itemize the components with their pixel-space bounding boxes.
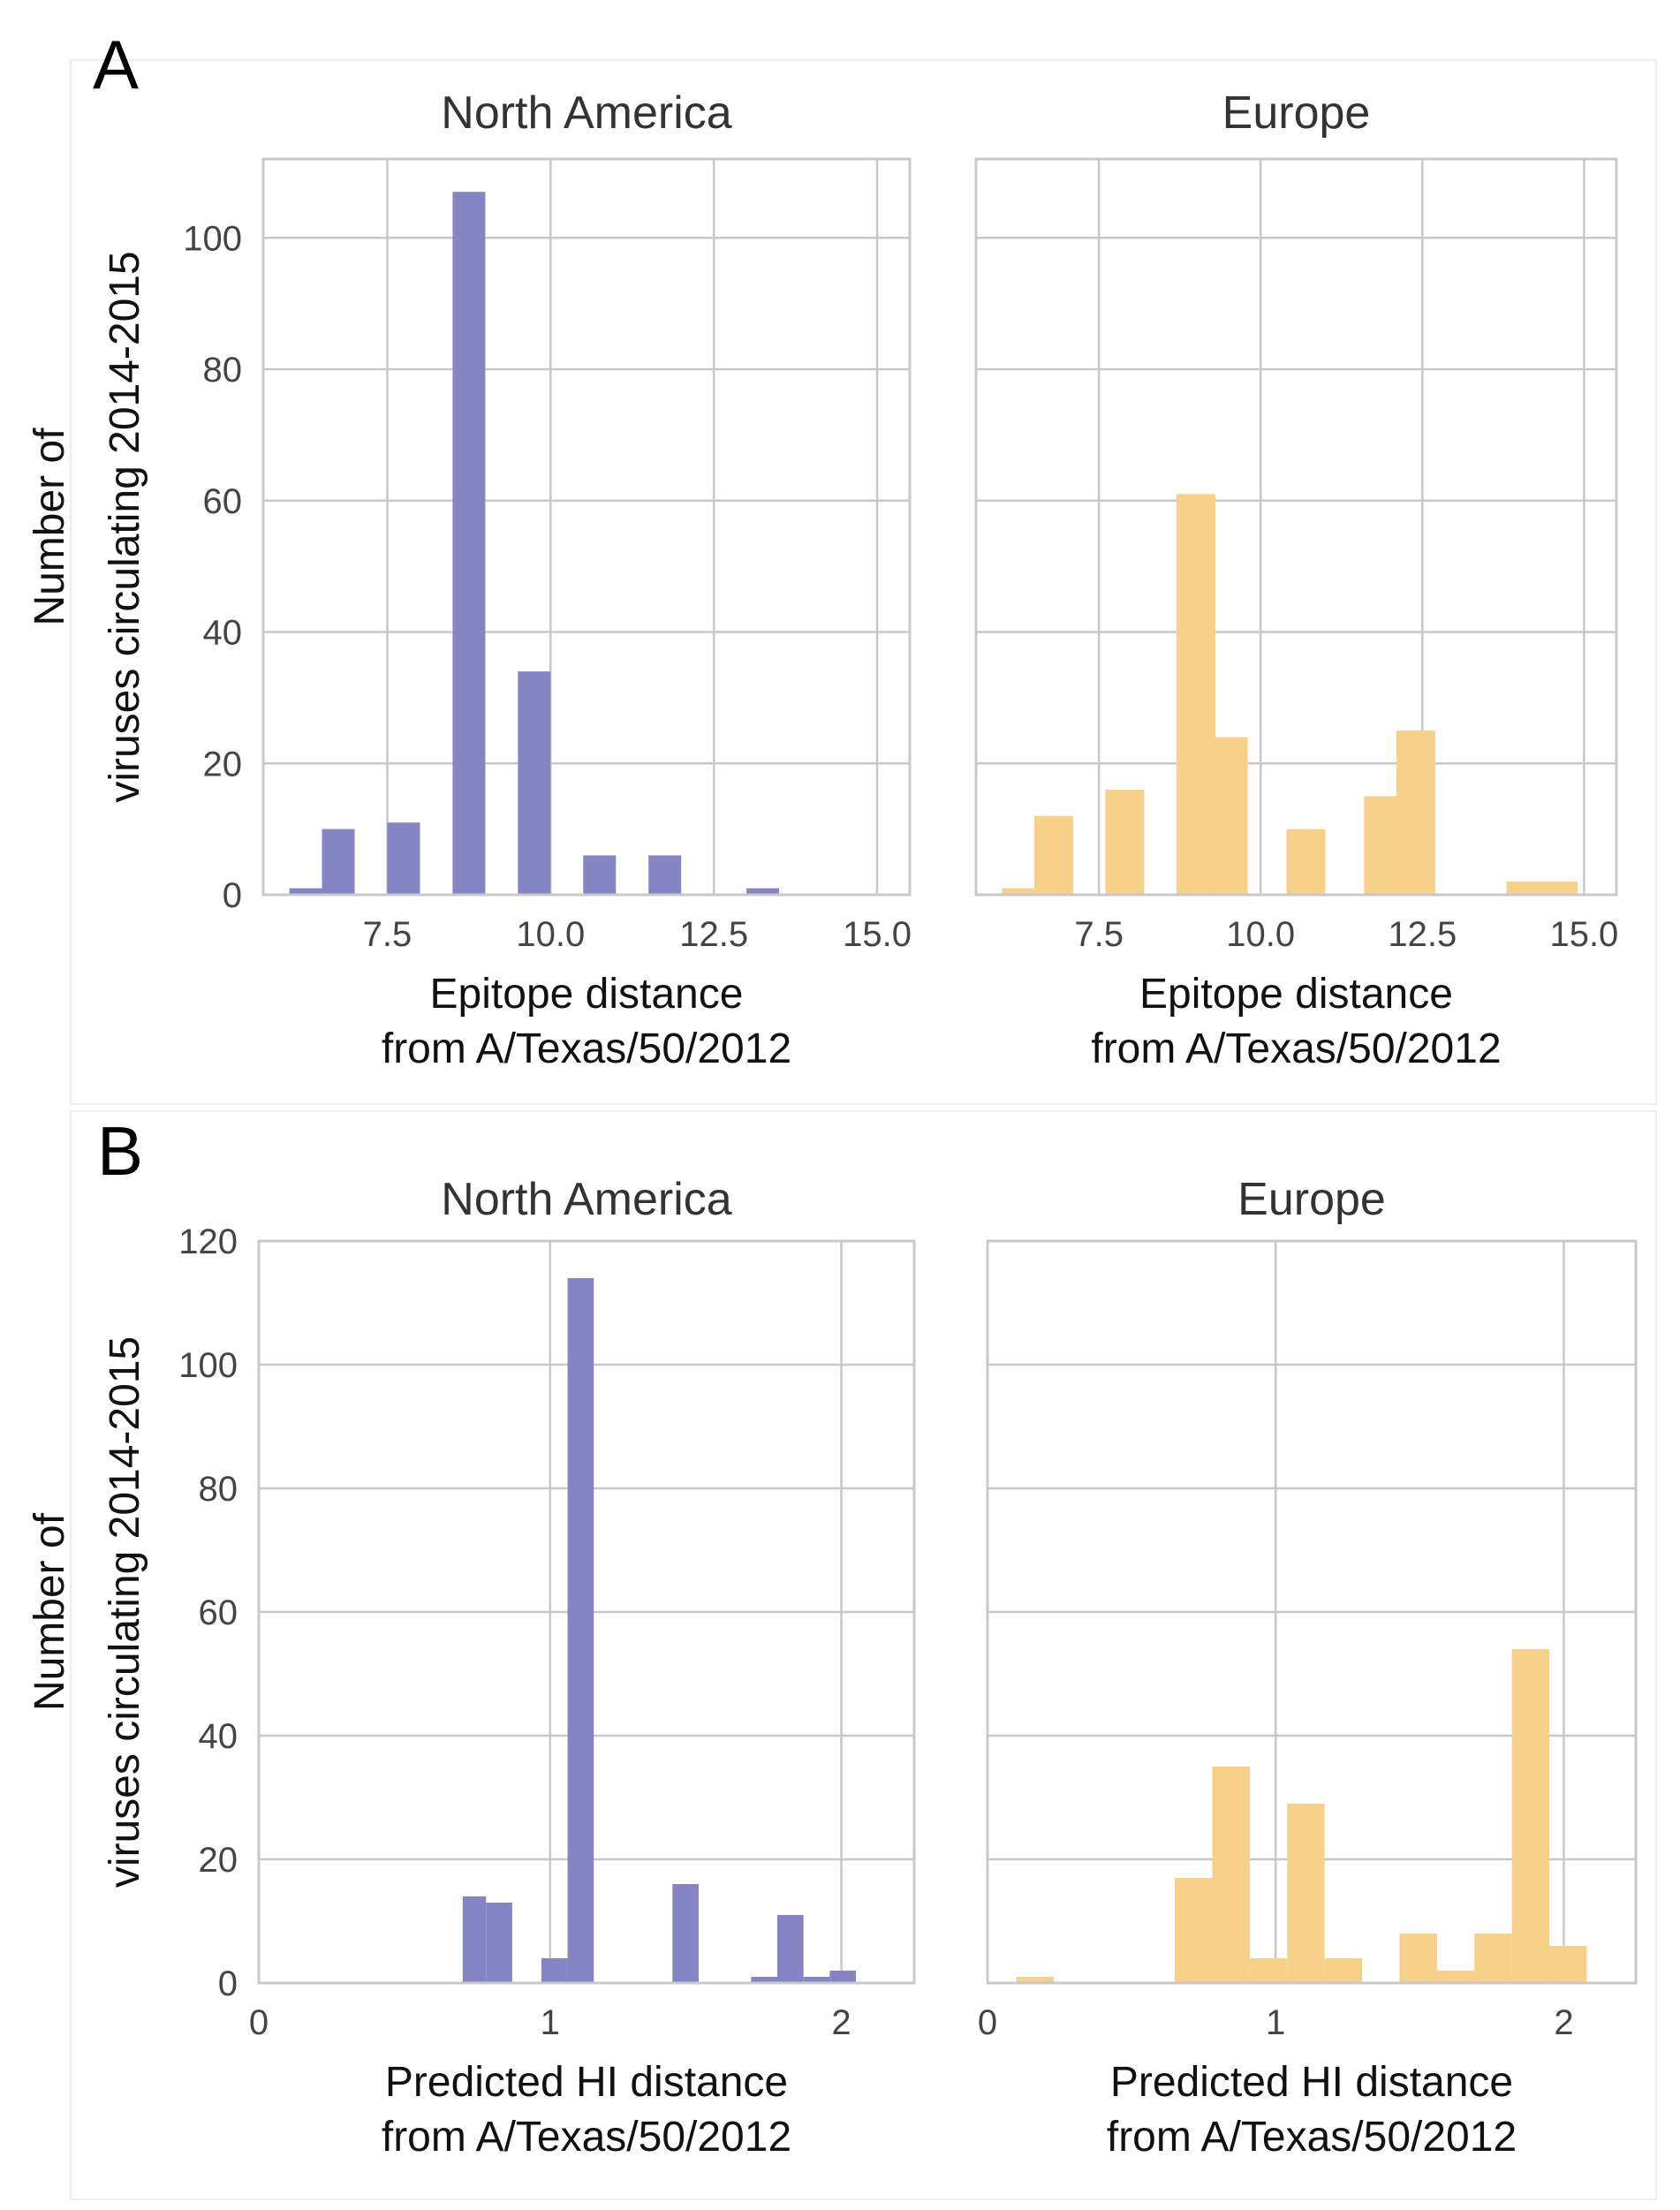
histogram-bar <box>1324 1958 1363 1983</box>
panel-label: B <box>97 1112 143 1190</box>
chart-B-na: 0 20 40 60 80 100 120 0 1 2 North America Predicted… <box>26 1112 916 2161</box>
histogram-bar <box>486 1903 512 1983</box>
x-axis-label: from A/Texas/50/2012 <box>382 1026 791 1072</box>
x-tick-label: 1 <box>1266 2003 1285 2042</box>
histogram-bar <box>322 829 355 895</box>
x-tick-label: 0 <box>978 2003 997 2042</box>
x-axis-label: Predicted HI distance <box>1110 2059 1513 2106</box>
chart-title: Europe <box>1222 87 1371 139</box>
histogram-bar <box>452 192 486 895</box>
histogram-bar <box>777 1915 804 1983</box>
histogram-bar <box>289 888 322 895</box>
x-tick-label: 0 <box>249 2003 269 2042</box>
x-axis-label: Epitope distance <box>430 971 744 1018</box>
y-tick-label: 60 <box>203 482 243 521</box>
x-tick-label: 10.0 <box>1226 915 1295 954</box>
histogram-bar <box>518 671 551 895</box>
histogram-bar <box>1249 1958 1288 1983</box>
y-tick-label: 0 <box>223 876 242 915</box>
x-tick-label: 1 <box>541 2003 560 2042</box>
histogram-bar <box>1002 888 1034 895</box>
histogram-bar <box>1105 790 1145 895</box>
y-tick-label: 40 <box>203 614 243 653</box>
histogram-bar <box>648 855 682 895</box>
chart-title: North America <box>441 1174 732 1225</box>
y-tick-label: 120 <box>178 1222 238 1261</box>
histogram-bar <box>1286 829 1326 895</box>
chart-B-eu: 0 1 2 Europe Predicted HI distance from A/Tex… <box>978 1174 1638 2161</box>
plot-frame <box>986 1239 1638 1985</box>
panel-B-border <box>70 1110 1657 2200</box>
y-axis-label: Number of <box>26 1512 73 1711</box>
chart-A-na: 0 20 40 60 80 100 7.5 10.0 12.5 15.0 North America… <box>26 26 912 1072</box>
x-tick-label: 2 <box>831 2003 851 2042</box>
chart-title: North America <box>441 87 732 139</box>
histogram-bar <box>462 1896 487 1983</box>
plot-frame <box>261 157 912 897</box>
x-axis-label: from A/Texas/50/2012 <box>1107 2114 1517 2161</box>
x-axis-label: Predicted HI distance <box>385 2059 788 2106</box>
histogram-bar <box>1474 1934 1512 1983</box>
histogram-bar <box>1364 796 1397 895</box>
histogram-bar <box>803 1977 830 1983</box>
y-tick-label: 40 <box>199 1717 238 1756</box>
plot-frame <box>974 157 1618 897</box>
y-axis-label: Number of <box>26 428 73 626</box>
histogram-bar <box>1212 1767 1250 1983</box>
histogram-bar <box>1396 730 1435 895</box>
plot-frame <box>257 1239 916 1985</box>
y-tick-label: 80 <box>199 1470 238 1509</box>
histogram-bar <box>1399 1934 1437 1983</box>
histogram-bar <box>1175 1878 1213 1983</box>
y-tick-label: 100 <box>178 1346 238 1385</box>
histogram-bar <box>1215 737 1248 895</box>
x-axis-label: Epitope distance <box>1139 971 1453 1018</box>
x-tick-label: 10.0 <box>516 915 585 954</box>
y-tick-label: 20 <box>199 1841 238 1880</box>
histogram-bar <box>583 855 617 895</box>
x-tick-label: 12.5 <box>1388 915 1457 954</box>
y-axis-label: viruses circulating 2014-2015 <box>102 251 148 802</box>
chart-title: Europe <box>1237 1174 1386 1225</box>
panel-label: A <box>93 26 139 103</box>
histogram-bar <box>541 1958 568 1983</box>
x-tick-label: 2 <box>1554 2003 1573 2042</box>
histogram-bar <box>672 1884 699 1983</box>
x-tick-label: 7.5 <box>363 915 412 954</box>
x-axis-label: from A/Texas/50/2012 <box>382 2114 791 2161</box>
y-tick-label: 100 <box>183 219 242 258</box>
histogram-bar <box>1549 1946 1587 1983</box>
y-tick-label: 20 <box>203 745 243 783</box>
histogram-bar <box>567 1278 594 1983</box>
histogram-bar <box>1033 815 1073 895</box>
x-axis-label: from A/Texas/50/2012 <box>1091 1026 1501 1072</box>
x-tick-label: 15.0 <box>843 915 912 954</box>
histogram-bar <box>387 822 420 895</box>
chart-A-eu: 7.5 10.0 12.5 15.0 Europe Epitope distance fro… <box>974 87 1618 1072</box>
x-tick-label: 7.5 <box>1074 915 1124 954</box>
histogram-bar <box>1016 1977 1055 1983</box>
histogram-bar <box>746 888 780 895</box>
histogram-bar <box>829 1971 857 1983</box>
y-tick-label: 0 <box>218 1964 238 2003</box>
histogram-bar <box>1287 1804 1325 1983</box>
panel-A-border <box>70 59 1657 1105</box>
y-tick-label: 80 <box>203 351 243 390</box>
x-tick-label: 15.0 <box>1549 915 1618 954</box>
histogram-bar <box>1436 1971 1475 1983</box>
y-tick-label: 60 <box>199 1593 238 1632</box>
histogram-bar <box>1511 1649 1550 1983</box>
histogram-bar <box>1177 494 1215 895</box>
histogram-bar <box>1506 882 1578 895</box>
x-tick-label: 12.5 <box>679 915 748 954</box>
y-axis-label: viruses circulating 2014-2015 <box>102 1336 148 1888</box>
histogram-bar <box>751 1977 778 1983</box>
